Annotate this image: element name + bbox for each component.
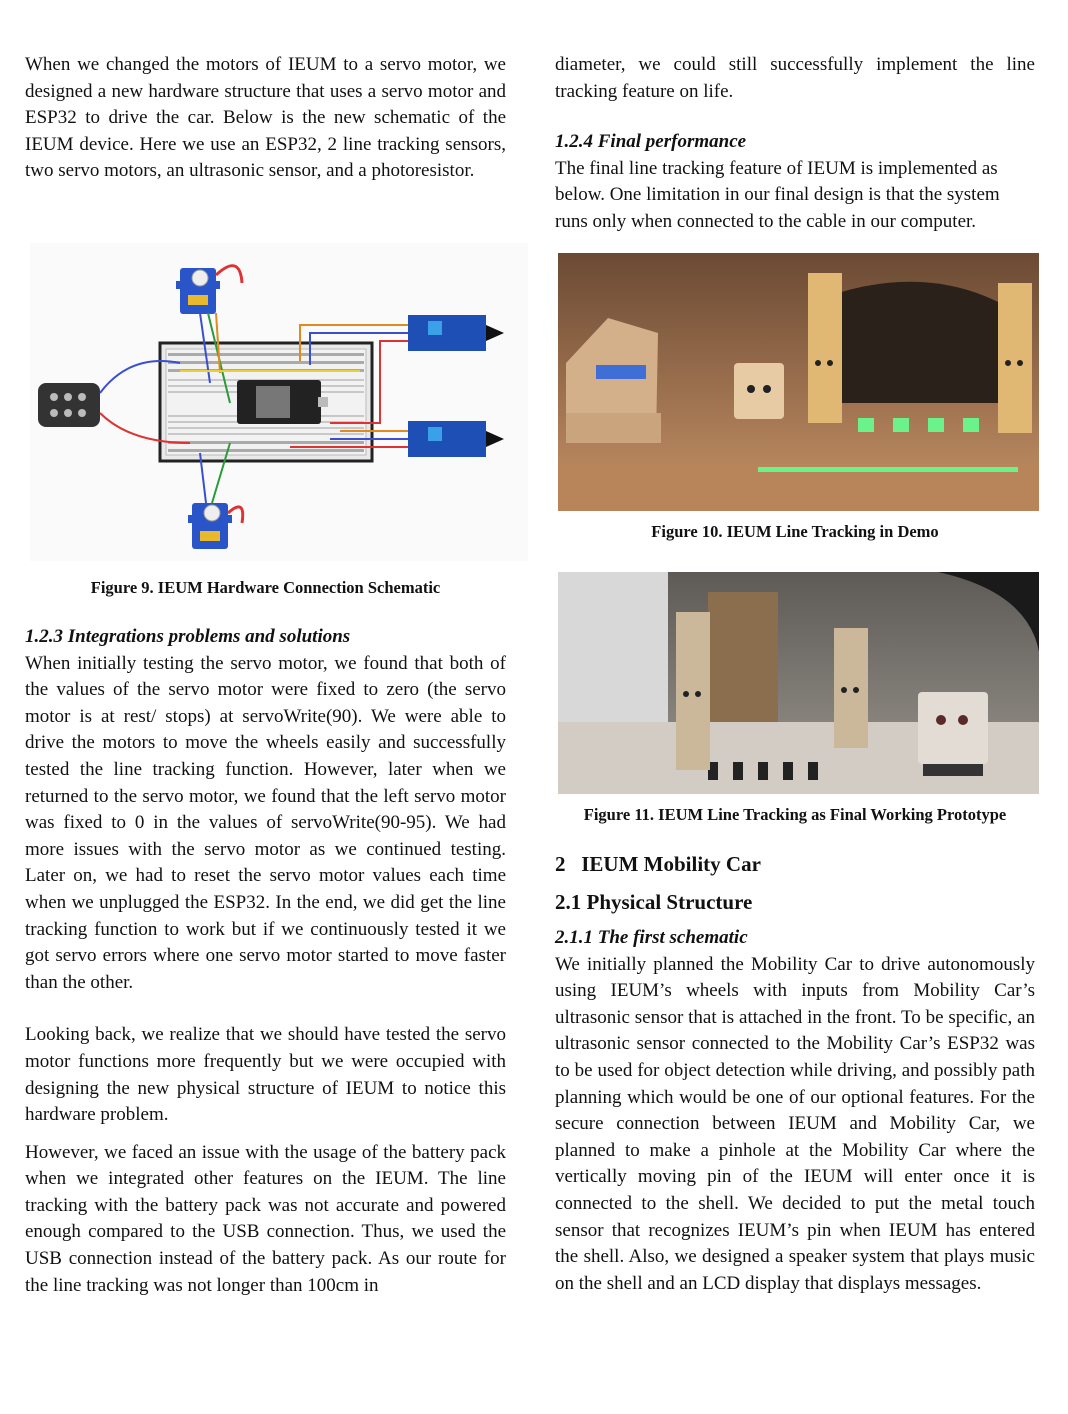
section-1-2-3-title: 1.2.3 Integrations problems and solution…: [25, 626, 351, 647]
paragraph-first-schematic: We initially planned the Mobility Car to…: [555, 953, 1035, 1294]
paragraph-looking-back: Looking back, we realize that we should …: [25, 1024, 506, 1126]
figure-9-schematic: [30, 243, 528, 561]
figure-9-caption: Figure 9. IEUM Hardware Connection Schem…: [90, 578, 441, 597]
left-column: When we changed the motors of IEUM to a …: [25, 52, 506, 185]
paragraph-battery-pack: However, we faced an issue with the usag…: [25, 1141, 506, 1296]
intro-paragraph: When we changed the motors of IEUM to a …: [25, 54, 506, 182]
figure-11-caption: Figure 11. IEUM Line Tracking as Final W…: [583, 805, 1007, 824]
figure-10-photo: [558, 253, 1039, 511]
right-column: diameter, we could still successfully im…: [555, 52, 1035, 236]
section-2-title: IEUM Mobility Car: [581, 852, 761, 876]
paragraph-servo-testing: When initially testing the servo motor, …: [25, 652, 506, 993]
section-2-number: 2: [555, 852, 566, 876]
right-column-body: 2 IEUM Mobility Car 2.1 Physical Structu…: [555, 850, 1035, 1297]
figure-10-caption: Figure 10. IEUM Line Tracking in Demo: [651, 522, 939, 541]
section-2-1-title: 2.1 Physical Structure: [555, 890, 753, 914]
paragraph-continuation: diameter, we could still successfully im…: [555, 54, 1035, 102]
left-column-body: 1.2.3 Integrations problems and solution…: [25, 624, 506, 1299]
section-2-heading: 2 IEUM Mobility Car: [555, 850, 1035, 878]
section-1-2-4-title: 1.2.4 Final performance: [555, 131, 747, 153]
section-2-1-1-title: 2.1.1 The first schematic: [555, 927, 748, 948]
paragraph-final-performance: The final line tracking feature of IEUM …: [555, 157, 1000, 232]
figure-11-photo: [558, 572, 1039, 794]
